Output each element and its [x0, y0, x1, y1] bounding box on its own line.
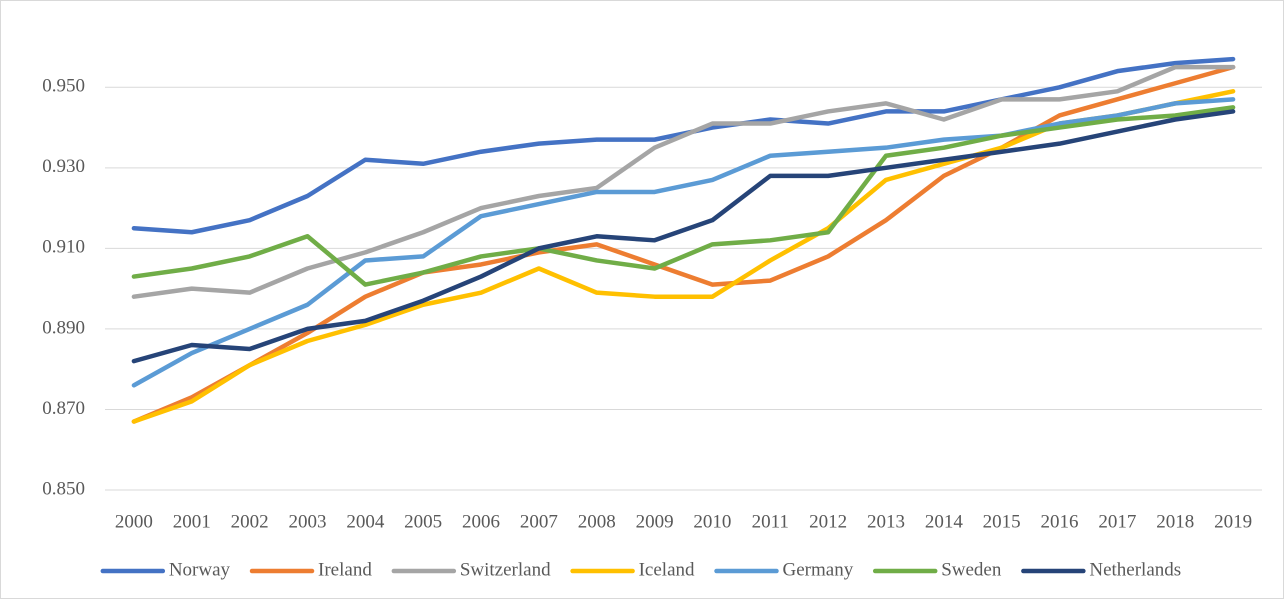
legend-label: Norway	[169, 559, 231, 580]
legend-label: Netherlands	[1089, 559, 1181, 580]
series-line	[131, 109, 1236, 364]
series-line	[131, 105, 1236, 287]
y-tick-label: 0.950	[42, 76, 85, 97]
x-tick-label: 2002	[231, 511, 269, 532]
x-tick-label: 2017	[1098, 511, 1136, 532]
x-tick-label: 2012	[809, 511, 847, 532]
x-tick-label: 2013	[867, 511, 905, 532]
legend-label: Ireland	[318, 559, 372, 580]
x-tick-label: 2011	[752, 511, 789, 532]
x-tick-label: 2005	[404, 511, 442, 532]
x-tick-label: 2014	[925, 511, 964, 532]
series-line	[131, 64, 1236, 299]
series-line	[131, 97, 1236, 388]
y-tick-label: 0.910	[42, 237, 85, 258]
x-tick-label: 2016	[1041, 511, 1079, 532]
x-tick-label: 2019	[1214, 511, 1252, 532]
legend-label: Sweden	[941, 559, 1002, 580]
x-tick-label: 2007	[520, 511, 558, 532]
y-tick-label: 0.890	[42, 317, 85, 338]
x-tick-label: 2015	[983, 511, 1021, 532]
x-tick-label: 2018	[1156, 511, 1194, 532]
y-tick-label: 0.930	[42, 156, 85, 177]
x-tick-label: 2008	[578, 511, 616, 532]
y-tick-label: 0.850	[42, 478, 85, 499]
x-tick-label: 2010	[693, 511, 731, 532]
x-tick-label: 2009	[636, 511, 674, 532]
legend-label: Iceland	[639, 559, 695, 580]
x-tick-label: 2001	[173, 511, 211, 532]
legend-label: Germany	[783, 559, 854, 580]
x-tick-label: 2004	[346, 511, 385, 532]
y-tick-label: 0.870	[42, 398, 85, 419]
x-tick-label: 2000	[115, 511, 153, 532]
x-tick-label: 2006	[462, 511, 500, 532]
legend-label: Switzerland	[460, 559, 551, 580]
x-tick-label: 2003	[288, 511, 326, 532]
